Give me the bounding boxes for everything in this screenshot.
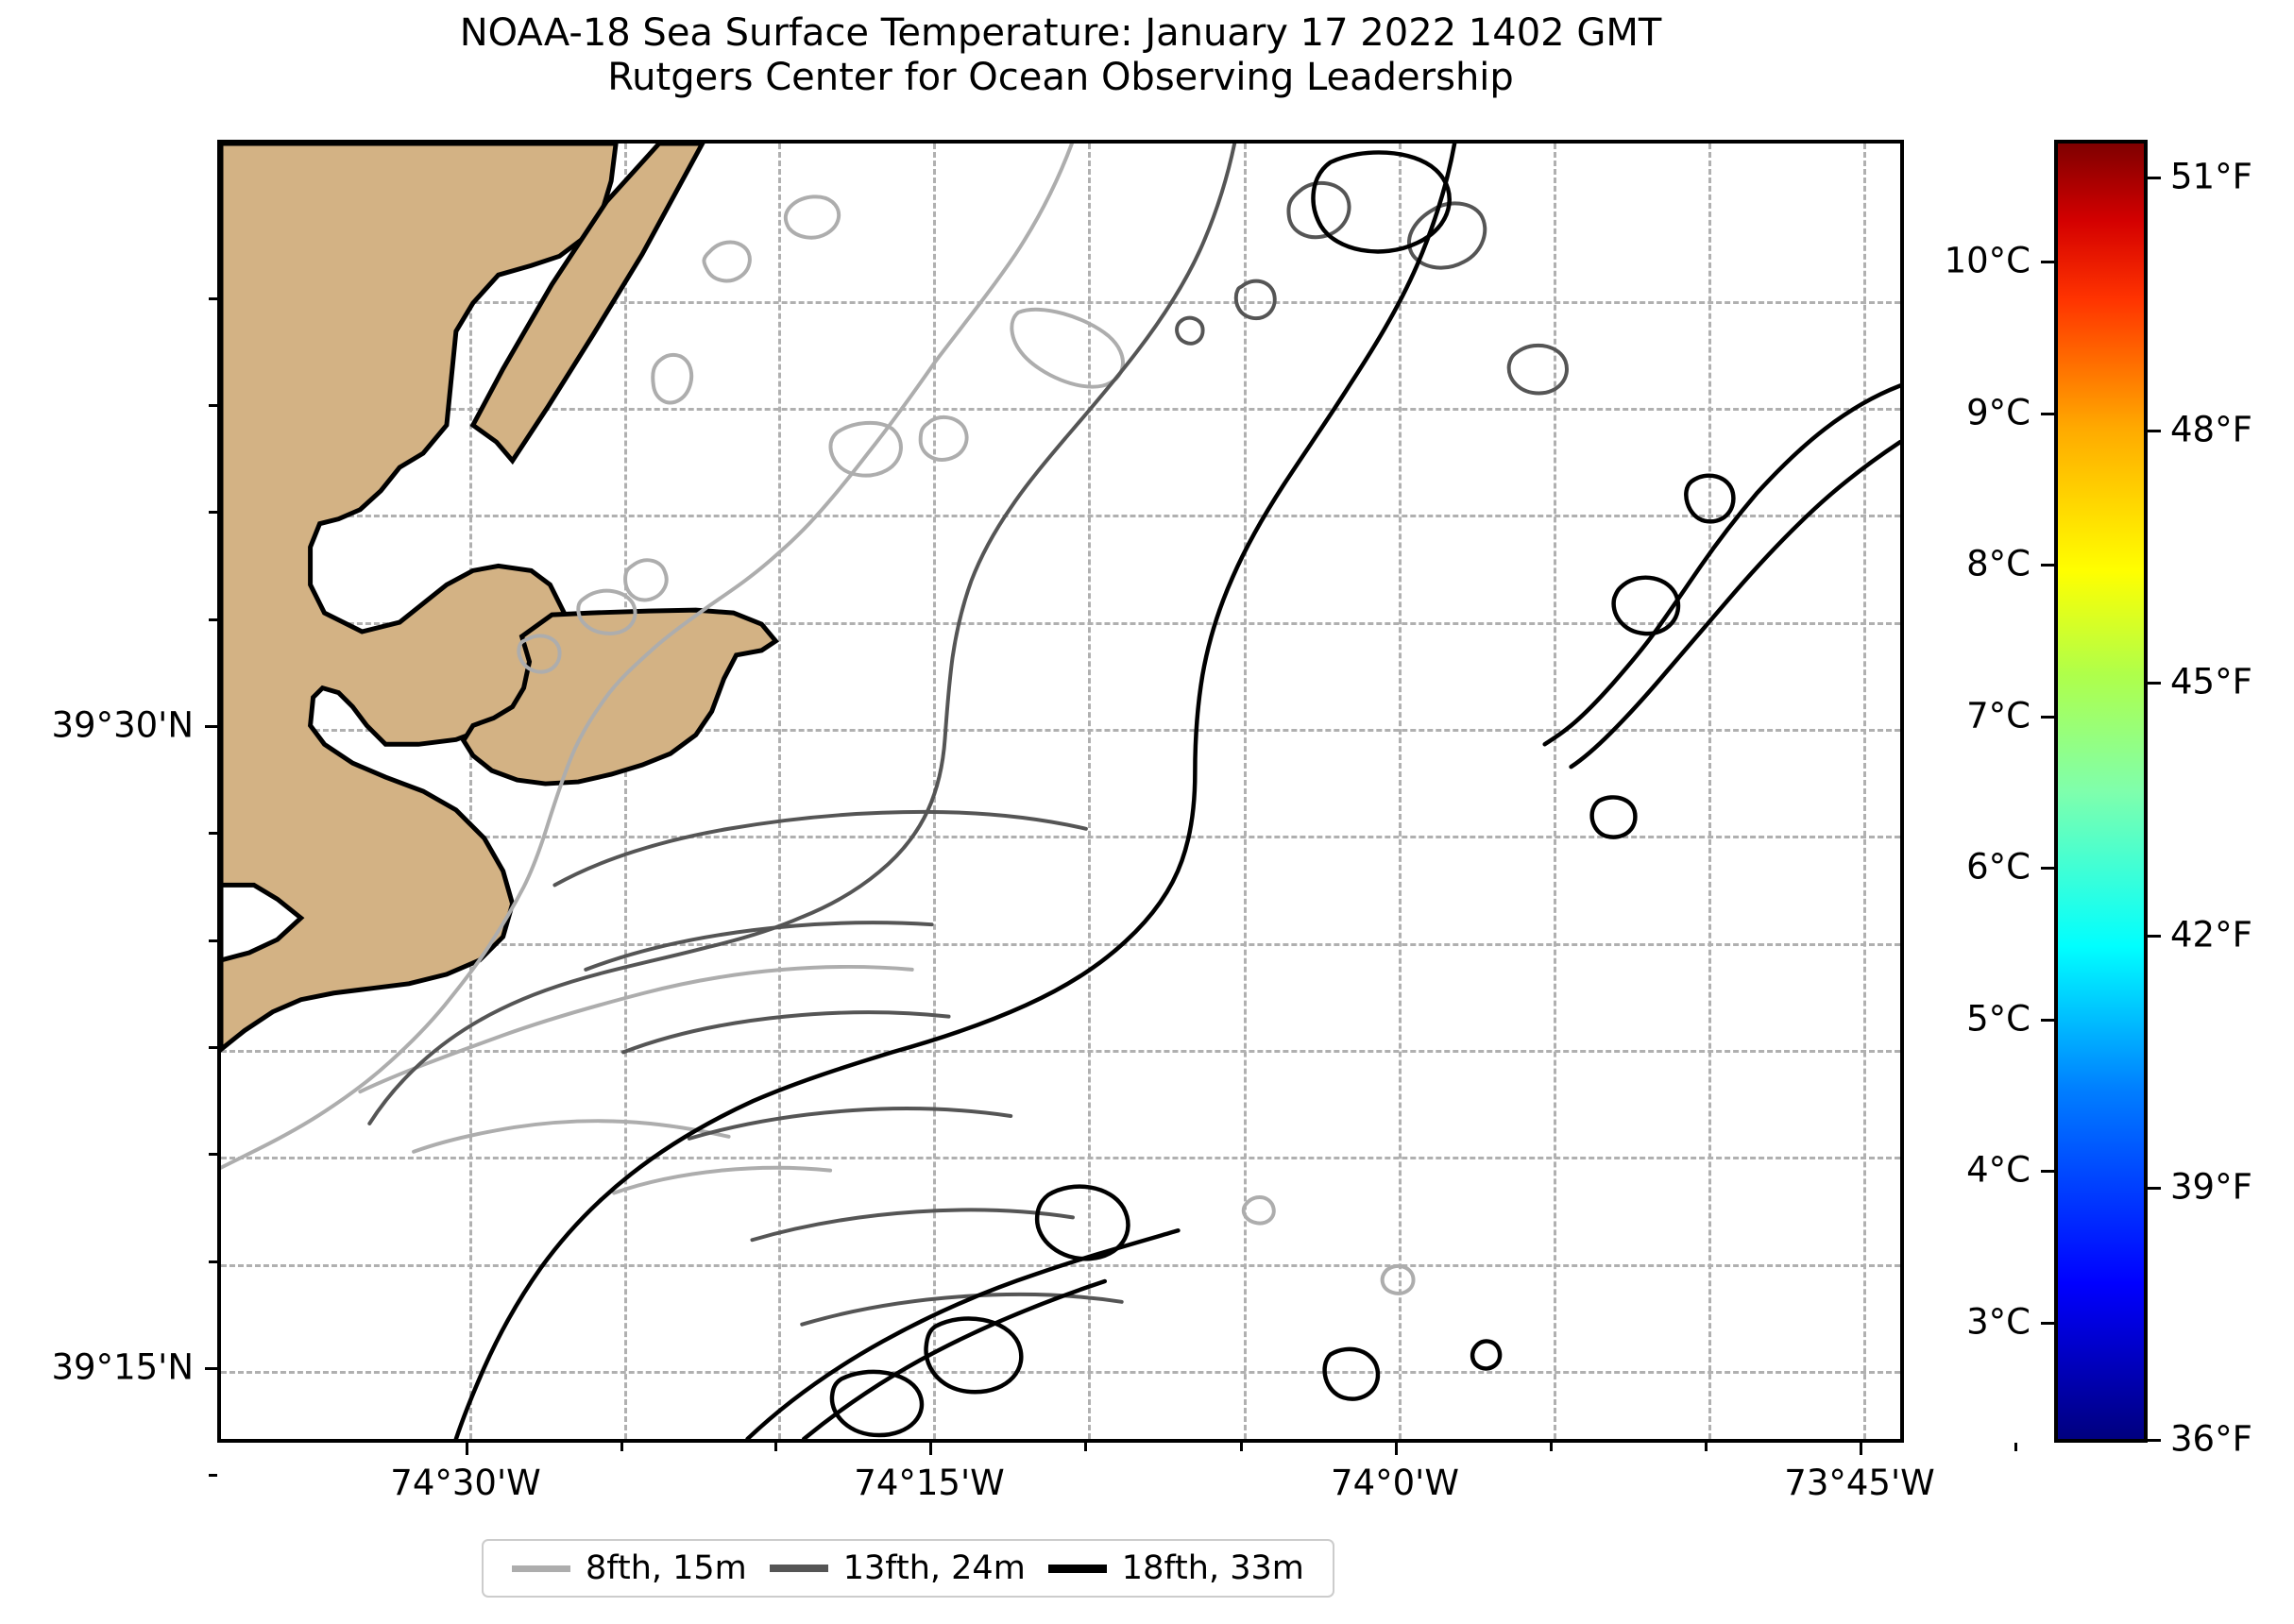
contour-18fth bbox=[453, 144, 1900, 1439]
x-axis-minor-tick bbox=[1860, 1443, 1862, 1451]
x-axis-tick-label: 74°15'W bbox=[854, 1463, 1005, 1503]
colorbar-tick-celsius bbox=[2041, 261, 2054, 264]
y-axis-minor-tick bbox=[209, 1046, 217, 1049]
colorbar-tick-fahrenheit bbox=[2148, 1439, 2161, 1443]
x-axis-minor-tick bbox=[774, 1443, 777, 1451]
legend-line-swatch bbox=[769, 1565, 828, 1572]
x-axis-tick-label: 74°30'W bbox=[390, 1463, 541, 1503]
colorbar-tick-fahrenheit bbox=[2148, 177, 2161, 180]
chart-title: NOAA-18 Sea Surface Temperature: January… bbox=[217, 11, 1904, 100]
colorbar-label-celsius: 8°C bbox=[1966, 543, 2031, 584]
bathymetry-legend[interactable]: 8fth, 15m 13fth, 24m 18fth, 33m bbox=[482, 1539, 1334, 1598]
colorbar-label-celsius: 7°C bbox=[1966, 695, 2031, 736]
y-axis-minor-tick bbox=[209, 832, 217, 835]
legend-entry[interactable]: 8fth, 15m bbox=[501, 1549, 758, 1587]
y-axis-minor-tick bbox=[209, 511, 217, 514]
y-axis-minor-tick bbox=[209, 618, 217, 621]
title-line-1: NOAA-18 Sea Surface Temperature: January… bbox=[459, 11, 1662, 55]
colorbar[interactable] bbox=[2054, 140, 2148, 1443]
colorbar-tick-fahrenheit bbox=[2148, 1186, 2161, 1190]
colorbar-label-celsius: 5°C bbox=[1966, 998, 2031, 1040]
colorbar-tick-celsius bbox=[2041, 715, 2054, 719]
y-axis-minor-tick bbox=[209, 297, 217, 300]
legend-label: 18fth, 33m bbox=[1121, 1549, 1304, 1587]
colorbar-label-celsius: 9°C bbox=[1966, 392, 2031, 433]
colorbar-label-celsius: 6°C bbox=[1966, 846, 2031, 888]
colorbar-tick-fahrenheit bbox=[2148, 934, 2161, 938]
y-axis-minor-tick bbox=[209, 1474, 217, 1477]
legend-entry[interactable]: 18fth, 33m bbox=[1037, 1549, 1316, 1587]
colorbar-label-celsius: 4°C bbox=[1966, 1149, 2031, 1191]
legend-label: 13fth, 24m bbox=[842, 1549, 1026, 1587]
colorbar-label-fahrenheit: 39°F bbox=[2170, 1166, 2252, 1208]
legend-label: 8fth, 15m bbox=[586, 1549, 747, 1587]
colorbar-label-celsius: 3°C bbox=[1966, 1301, 2031, 1343]
x-axis-minor-tick bbox=[1705, 1443, 1708, 1451]
colorbar-tick-celsius bbox=[2041, 412, 2054, 415]
title-line-2: Rutgers Center for Ocean Observing Leade… bbox=[607, 56, 1514, 100]
x-axis-minor-tick bbox=[929, 1443, 932, 1451]
x-axis-minor-tick bbox=[1240, 1443, 1243, 1451]
y-axis-minor-tick bbox=[209, 725, 217, 728]
y-axis-minor-tick bbox=[209, 404, 217, 407]
y-axis-minor-tick bbox=[209, 1260, 217, 1263]
y-axis-minor-tick bbox=[209, 939, 217, 942]
legend-line-swatch bbox=[1047, 1564, 1107, 1573]
colorbar-label-fahrenheit: 36°F bbox=[2170, 1418, 2252, 1460]
y-axis-tick-label: 39°15'N bbox=[51, 1346, 194, 1388]
map-plot-area[interactable] bbox=[217, 140, 1904, 1443]
colorbar-label-fahrenheit: 48°F bbox=[2170, 409, 2252, 450]
y-axis-tick-label: 39°30'N bbox=[51, 704, 194, 746]
y-axis-minor-tick bbox=[209, 1367, 217, 1370]
legend-entry[interactable]: 13fth, 24m bbox=[758, 1549, 1037, 1587]
x-axis-tick-label: 73°45'W bbox=[1784, 1463, 1935, 1503]
land-polygons bbox=[221, 144, 780, 1053]
x-axis-minor-tick bbox=[466, 1443, 468, 1451]
colorbar-tick-fahrenheit bbox=[2148, 429, 2161, 432]
x-axis-minor-tick bbox=[1084, 1443, 1087, 1451]
x-axis-minor-tick bbox=[620, 1443, 623, 1451]
colorbar-tick-celsius bbox=[2041, 564, 2054, 567]
map-geography bbox=[221, 144, 1900, 1439]
colorbar-label-fahrenheit: 45°F bbox=[2170, 661, 2252, 702]
colorbar-tick-celsius bbox=[2041, 1321, 2054, 1325]
colorbar-tick-fahrenheit bbox=[2148, 682, 2161, 685]
colorbar-tick-celsius bbox=[2041, 1018, 2054, 1022]
colorbar-label-fahrenheit: 42°F bbox=[2170, 914, 2252, 956]
x-axis-tick-label: 74°0'W bbox=[1331, 1463, 1459, 1503]
x-axis-minor-tick bbox=[2014, 1443, 2017, 1451]
colorbar-label-celsius: 10°C bbox=[1944, 240, 2031, 281]
x-axis-minor-tick bbox=[1550, 1443, 1553, 1451]
colorbar-tick-celsius bbox=[2041, 867, 2054, 871]
y-axis-minor-tick bbox=[209, 1153, 217, 1156]
x-axis-minor-tick bbox=[1395, 1443, 1398, 1451]
contour-8fth bbox=[221, 144, 1416, 1295]
colorbar-tick-celsius bbox=[2041, 1170, 2054, 1174]
colorbar-label-fahrenheit: 51°F bbox=[2170, 156, 2252, 197]
legend-line-swatch bbox=[512, 1565, 570, 1572]
